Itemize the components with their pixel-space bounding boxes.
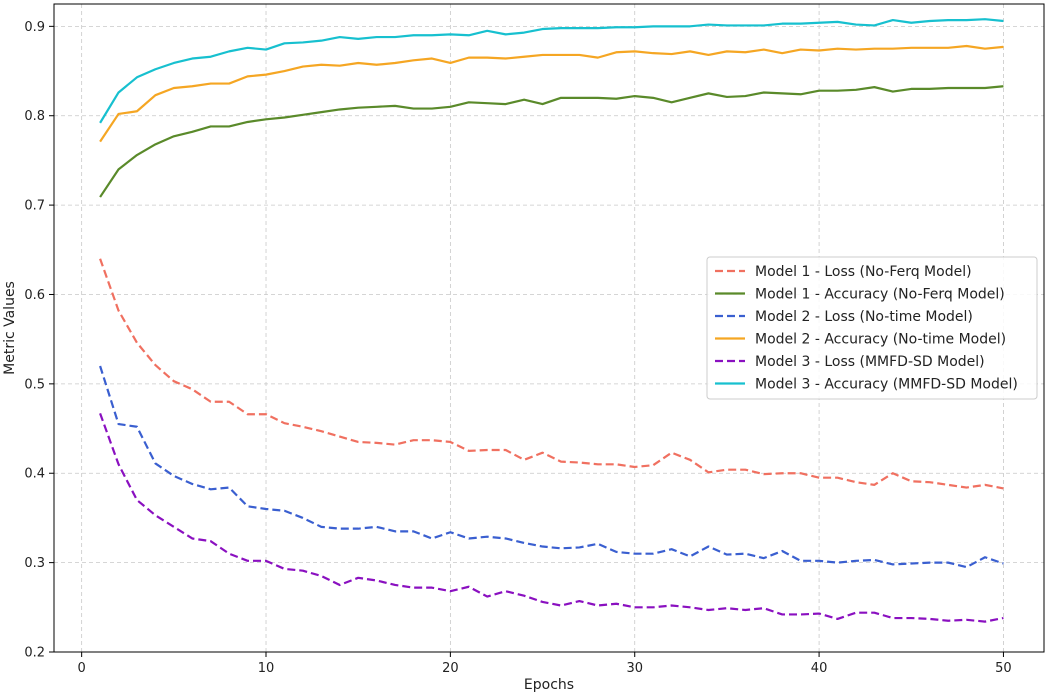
x-tick-label: 10	[258, 661, 275, 676]
legend-label: Model 3 - Accuracy (MMFD-SD Model)	[755, 377, 1018, 393]
x-tick-label: 0	[78, 661, 86, 676]
y-tick-label: 0.6	[24, 288, 45, 303]
y-tick-label: 0.4	[24, 467, 45, 482]
x-axis-ticks: 0 10 20 30 40 50	[78, 652, 1012, 676]
series-line-6	[99, 18, 1004, 124]
legend-box	[706, 256, 1038, 400]
series-line-3	[99, 365, 1004, 569]
legend-label: Model 1 - Loss (No-Ferq Model)	[755, 264, 972, 280]
series-line-1	[99, 258, 1004, 490]
legend-label: Model 1 - Accuracy (No-Ferq Model)	[755, 287, 1005, 303]
y-tick-label: 0.8	[24, 109, 45, 124]
plot-frame	[53, 3, 1045, 653]
x-tick-label: 30	[626, 661, 643, 676]
x-tick-label: 50	[995, 661, 1012, 676]
x-tick-label: 40	[811, 661, 828, 676]
series-line-2	[99, 85, 1004, 198]
y-axis-ticks: 0.2 0.3 0.4 0.5 0.6 0.7 0.8 0.9	[24, 20, 54, 661]
y-tick-label: 0.5	[24, 377, 45, 392]
y-tick-label: 0.2	[24, 646, 45, 661]
legend-label: Model 3 - Loss (MMFD-SD Model)	[755, 354, 985, 370]
y-axis-label: Metric Values	[2, 281, 18, 375]
y-tick-label: 0.7	[24, 199, 45, 214]
legend-label: Model 2 - Loss (No-time Model)	[755, 309, 973, 325]
legend: Model 1 - Loss (No-Ferq Model) Model 1 - …	[706, 256, 1038, 400]
x-tick-label: 20	[442, 661, 459, 676]
y-tick-label: 0.9	[24, 20, 45, 35]
series-line-5	[99, 412, 1004, 623]
series-line-4	[99, 44, 1004, 143]
series-layer	[99, 18, 1004, 623]
legend-label: Model 2 - Accuracy (No-time Model)	[755, 332, 1006, 348]
y-tick-label: 0.3	[24, 556, 45, 571]
x-axis-label: Epochs	[524, 677, 574, 693]
